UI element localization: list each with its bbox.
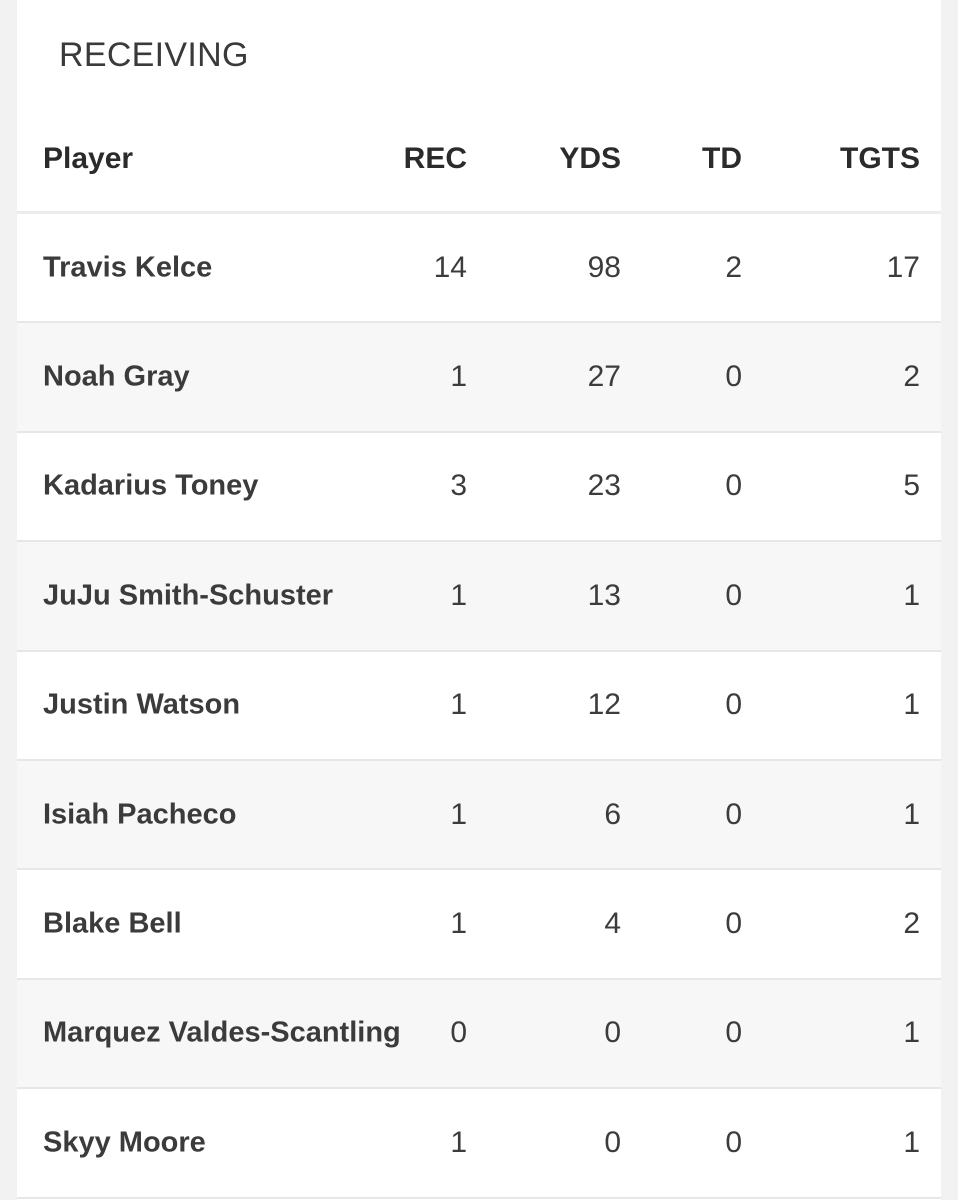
- td-value: 0: [725, 1016, 742, 1050]
- yds-value: 0: [604, 1016, 621, 1050]
- tgts-value: 1: [903, 1016, 920, 1050]
- table-row: Travis Kelce 14 98 2 17: [17, 214, 941, 324]
- table-row: JuJu Smith-Schuster 1 13 0 1: [17, 542, 941, 652]
- td-value: 0: [725, 578, 742, 612]
- player-name-link[interactable]: JuJu Smith-Schuster: [43, 579, 334, 612]
- yds-value: 6: [604, 797, 621, 831]
- tgts-value: 1: [903, 688, 920, 722]
- rec-value: 1: [450, 1125, 467, 1159]
- td-value: 0: [725, 797, 742, 831]
- player-name-link[interactable]: Noah Gray: [43, 360, 190, 393]
- yds-value: 13: [587, 578, 621, 612]
- table-header-row: Player REC YDS TD TGTS: [17, 104, 941, 214]
- table-row: Skyy Moore 1 0 0 1: [17, 1089, 941, 1199]
- column-header-rec[interactable]: REC: [403, 142, 467, 175]
- receiving-stats-card: RECEIVING Player REC YDS TD TGTS Travis …: [17, 0, 941, 1200]
- rec-value: 14: [433, 250, 467, 284]
- table-row: Marquez Valdes-Scantling 0 0 0 1: [17, 979, 941, 1090]
- player-name-link[interactable]: Travis Kelce: [43, 251, 213, 284]
- td-value: 0: [725, 907, 742, 941]
- player-name-link[interactable]: Blake Bell: [43, 907, 182, 940]
- rec-value: 0: [450, 1016, 467, 1050]
- player-name-link[interactable]: Kadarius Toney: [43, 469, 259, 502]
- receiving-table: Player REC YDS TD TGTS Travis Kelce 14 9…: [17, 104, 941, 1199]
- yds-value: 4: [604, 907, 621, 941]
- player-name-link[interactable]: Skyy Moore: [43, 1126, 206, 1159]
- td-value: 0: [725, 469, 742, 503]
- player-name-link[interactable]: Isiah Pacheco: [43, 798, 237, 831]
- tgts-value: 2: [903, 360, 920, 394]
- yds-value: 12: [587, 688, 621, 722]
- section-title: RECEIVING: [59, 36, 249, 74]
- column-header-tgts[interactable]: TGTS: [840, 142, 920, 175]
- table-row: Kadarius Toney 3 23 0 5: [17, 433, 941, 543]
- td-value: 0: [725, 688, 742, 722]
- yds-value: 23: [587, 469, 621, 503]
- tgts-value: 5: [903, 469, 920, 503]
- td-value: 0: [725, 1125, 742, 1159]
- rec-value: 1: [450, 907, 467, 941]
- yds-value: 27: [587, 360, 621, 394]
- td-value: 2: [725, 250, 742, 284]
- column-header-player[interactable]: Player: [43, 142, 134, 175]
- td-value: 0: [725, 360, 742, 394]
- column-header-yds[interactable]: YDS: [559, 142, 621, 175]
- column-header-td[interactable]: TD: [702, 142, 742, 175]
- player-name-link[interactable]: Marquez Valdes-Scantling: [43, 1016, 401, 1049]
- rec-value: 1: [450, 688, 467, 722]
- table-row: Blake Bell 1 4 0 2: [17, 870, 941, 980]
- tgts-value: 1: [903, 797, 920, 831]
- tgts-value: 1: [903, 1125, 920, 1159]
- tgts-value: 2: [903, 907, 920, 941]
- rec-value: 1: [450, 360, 467, 394]
- tgts-value: 1: [903, 578, 920, 612]
- rec-value: 1: [450, 797, 467, 831]
- rec-value: 1: [450, 578, 467, 612]
- tgts-value: 17: [886, 250, 920, 284]
- table-row: Isiah Pacheco 1 6 0 1: [17, 760, 941, 871]
- yds-value: 98: [587, 250, 621, 284]
- rec-value: 3: [450, 469, 467, 503]
- table-row: Noah Gray 1 27 0 2: [17, 323, 941, 433]
- table-row: Justin Watson 1 12 0 1: [17, 652, 941, 761]
- yds-value: 0: [604, 1125, 621, 1159]
- player-name-link[interactable]: Justin Watson: [43, 688, 241, 721]
